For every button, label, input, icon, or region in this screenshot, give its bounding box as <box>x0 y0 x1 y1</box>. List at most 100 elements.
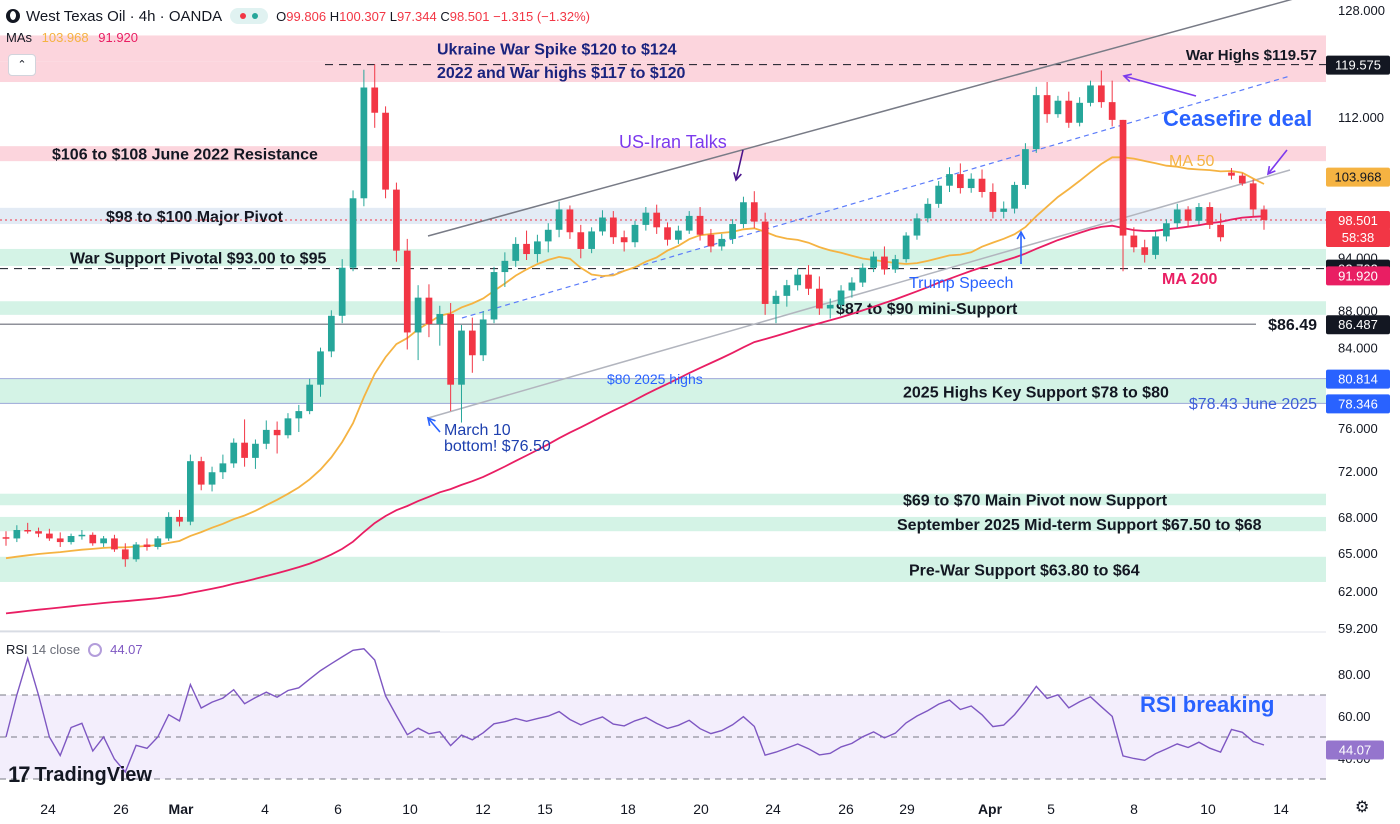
time-tick-label: 6 <box>334 801 342 817</box>
price-badge-ma200: 91.920 <box>1326 266 1390 286</box>
rsi-tick-label: 60.00 <box>1338 709 1371 724</box>
candle-body <box>447 313 454 385</box>
time-tick-label: 26 <box>838 801 854 817</box>
gear-icon[interactable]: ⚙ <box>1355 799 1370 816</box>
candle-up <box>794 268 802 291</box>
time-tick-label: 24 <box>765 801 781 817</box>
candle-down <box>1260 205 1268 230</box>
march10-label: March 10 <box>444 422 511 439</box>
candle-down <box>241 419 248 467</box>
candle-up <box>544 223 552 253</box>
market-status-icon[interactable] <box>230 8 269 24</box>
badge-text: 86.487 <box>1338 317 1378 332</box>
tradingview-logo[interactable]: 17 TradingView <box>8 762 152 788</box>
march10-bottom-label: bottom! $76.50 <box>444 438 551 455</box>
candle-up <box>479 311 487 362</box>
candle-body <box>1087 85 1094 103</box>
zone-label: 2025 Highs Key Support $78 to $80 <box>903 384 1169 401</box>
badge-text: 98.501 <box>1338 213 1378 228</box>
ma-legend-label: MAs <box>6 30 32 45</box>
badge-bg <box>1326 227 1390 247</box>
candle-up <box>78 530 86 540</box>
candle-body <box>425 297 433 325</box>
candle-body <box>566 209 574 233</box>
ceasefire-label: Ceasefire deal <box>1163 106 1312 131</box>
time-tick-label: 5 <box>1047 801 1055 817</box>
price-tick-label: 68.000 <box>1338 510 1378 525</box>
symbol-header[interactable]: West Texas Oil · 4h · OANDA O99.806 H100… <box>6 6 590 26</box>
candle-body <box>642 212 650 225</box>
badge-text: 58:38 <box>1342 230 1375 245</box>
candle-down <box>978 169 986 198</box>
candle-body <box>382 112 389 190</box>
time-tick-label: Apr <box>978 801 1003 817</box>
candle-down <box>143 538 151 551</box>
candle-down <box>956 163 964 194</box>
candle-body <box>664 227 671 240</box>
candle-up <box>685 211 693 234</box>
rsi-legend[interactable]: RSI 14 close 44.07 <box>6 642 143 657</box>
candle-up <box>891 254 899 273</box>
candle-body <box>1011 184 1018 209</box>
candle-up <box>230 438 238 468</box>
candle-up <box>327 310 335 358</box>
candle-down <box>24 522 32 534</box>
zone-layer: Ukraine War Spike $120 to $124 2022 and W… <box>0 35 1326 582</box>
candle-down <box>609 211 617 244</box>
time-tick-label: 10 <box>1200 801 1216 817</box>
candle-body <box>956 174 964 189</box>
candle-body <box>609 217 617 238</box>
rsi-params: 14 close <box>31 642 81 657</box>
candle-body <box>100 538 107 544</box>
rsi-pane: RSI breaking <box>0 631 1326 780</box>
candle-up <box>1000 201 1008 219</box>
candle-body <box>490 272 498 320</box>
candle-body <box>913 218 921 236</box>
rsi-breaking-label: RSI breaking <box>1140 692 1274 717</box>
candle-up <box>360 69 368 207</box>
price-tick-label: 84.000 <box>1338 341 1378 356</box>
candle-up <box>338 259 346 324</box>
candle-body <box>56 538 64 543</box>
badge-text: 91.920 <box>1338 268 1378 283</box>
candle-up <box>826 298 834 319</box>
oil-drop-icon <box>6 9 20 23</box>
candle-body <box>1065 100 1073 123</box>
badge-text: 119.575 <box>1335 58 1381 73</box>
ma-legend[interactable]: MAs 103.968 91.920 <box>6 30 138 45</box>
candle-down <box>2 531 10 546</box>
candle-down <box>707 228 715 253</box>
ma50-arrow <box>1266 149 1288 176</box>
time-tick-label: 10 <box>402 801 418 817</box>
time-tick-label: 14 <box>1273 801 1289 817</box>
rsi-label: RSI <box>6 642 28 657</box>
candle-up <box>902 232 910 263</box>
badge-bg <box>1326 55 1390 75</box>
candle-body <box>458 330 465 385</box>
candle-body <box>1141 247 1149 255</box>
candle-down <box>35 527 42 538</box>
badge-bg <box>1326 210 1390 230</box>
time-tick-label: 20 <box>693 801 709 817</box>
change-readout: −1.315 (−1.32%) <box>493 8 590 24</box>
symbol-title[interactable]: West Texas Oil · 4h · OANDA <box>26 7 223 25</box>
candle-body <box>2 537 10 539</box>
candle-up <box>306 378 314 415</box>
candle-up <box>848 277 856 298</box>
channel-layer <box>427 0 1293 419</box>
candle-body <box>436 313 444 325</box>
badge-text: 80.814 <box>1338 372 1378 387</box>
candle-body <box>1108 102 1116 120</box>
candle-body <box>891 259 899 270</box>
ma50-line <box>5 156 1265 560</box>
candle-up <box>219 454 227 479</box>
candle-up <box>946 167 953 192</box>
axis-layer: 128.000112.00094.00088.00084.00076.00072… <box>40 3 1390 817</box>
ma200-label: MA 200 <box>1162 271 1218 288</box>
candle-body <box>403 250 411 333</box>
candle-body <box>588 231 595 249</box>
candle-up <box>588 227 595 254</box>
collapse-legend-button[interactable]: ⌃ <box>8 54 36 76</box>
candle-body <box>46 533 53 539</box>
